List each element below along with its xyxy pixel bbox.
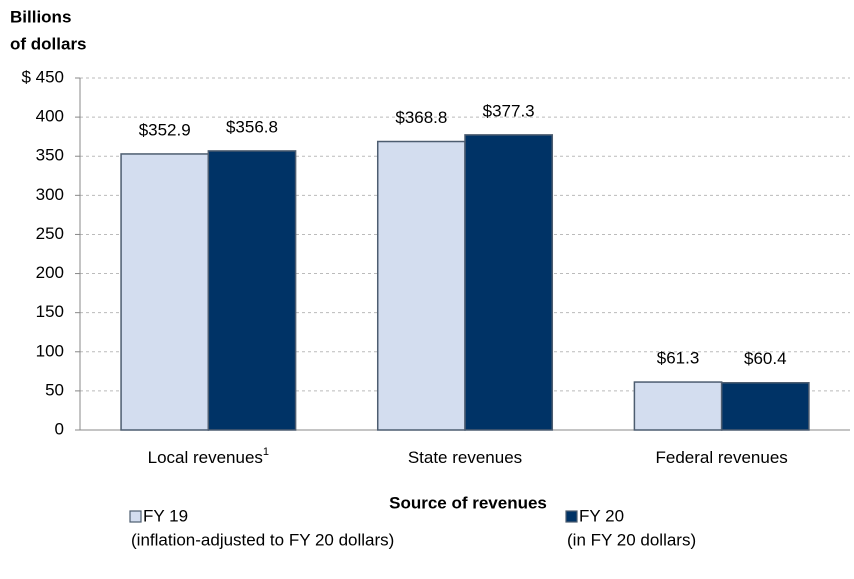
y-tick-label: 0	[55, 419, 64, 438]
x-tick-label: Federal revenues	[656, 448, 788, 467]
legend-label: FY 20	[579, 506, 624, 525]
bar	[207, 150, 297, 431]
value-label: $356.8	[226, 117, 278, 136]
category-name: Federal revenues	[656, 448, 788, 467]
bar	[720, 382, 810, 431]
legend-note: (in FY 20 dollars)	[567, 530, 696, 549]
y-tick-label: 350	[36, 146, 64, 165]
y-axis-title: Billions	[10, 7, 71, 26]
bar	[633, 381, 723, 431]
footnote-mark: 1	[263, 446, 269, 458]
y-tick-label: 300	[36, 185, 64, 204]
y-tick-label: 400	[36, 107, 64, 126]
legend-swatch	[565, 510, 578, 523]
bar	[120, 153, 210, 431]
value-label: $61.3	[657, 349, 700, 368]
bar	[376, 140, 466, 431]
legend-label: FY 19	[143, 506, 188, 525]
x-tick-label: Local revenues1	[148, 446, 269, 468]
y-axis-title: of dollars	[10, 34, 87, 53]
x-tick-label: State revenues	[408, 448, 522, 467]
value-label: $368.8	[395, 108, 447, 127]
y-tick-label: 250	[36, 224, 64, 243]
y-tick-label: $ 450	[21, 67, 64, 86]
y-tick-label: 100	[36, 341, 64, 360]
value-label: $352.9	[139, 120, 191, 139]
value-label: $60.4	[744, 349, 787, 368]
legend-note: (inflation-adjusted to FY 20 dollars)	[131, 530, 394, 549]
legend-swatch	[129, 510, 142, 523]
value-label: $377.3	[483, 101, 535, 120]
y-tick-label: 200	[36, 263, 64, 282]
category-name: Local revenues	[148, 448, 263, 467]
category-name: State revenues	[408, 448, 522, 467]
y-tick-label: 150	[36, 302, 64, 321]
y-tick-label: 50	[45, 380, 64, 399]
x-axis-title: Source of revenues	[389, 493, 547, 512]
bar	[464, 134, 554, 431]
